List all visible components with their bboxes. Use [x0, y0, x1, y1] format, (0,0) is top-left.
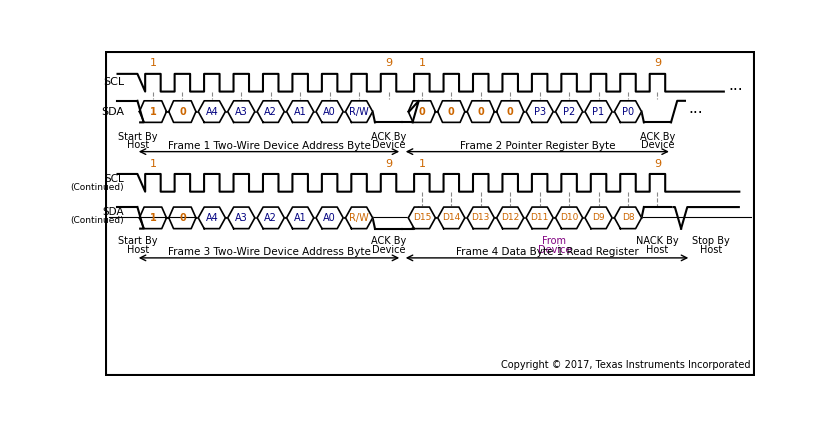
Polygon shape: [258, 207, 284, 228]
Polygon shape: [438, 207, 465, 228]
Text: NACK By: NACK By: [636, 236, 679, 246]
Text: 1: 1: [149, 213, 156, 223]
Text: D12: D12: [501, 213, 519, 222]
Text: A0: A0: [323, 213, 336, 223]
Text: R/W: R/W: [349, 107, 369, 117]
Text: 9: 9: [654, 159, 661, 169]
Text: D8: D8: [622, 213, 634, 222]
Text: ...: ...: [729, 78, 743, 93]
Text: D13: D13: [472, 213, 490, 222]
Polygon shape: [346, 101, 373, 122]
Text: 1: 1: [419, 58, 425, 69]
Text: 0: 0: [507, 107, 513, 117]
Polygon shape: [287, 207, 314, 228]
Text: Frame 1 Two-Wire Device Address Byte: Frame 1 Two-Wire Device Address Byte: [168, 141, 371, 151]
Text: ...: ...: [689, 101, 703, 116]
Text: (Continued): (Continued): [70, 217, 124, 225]
Polygon shape: [198, 207, 226, 228]
Text: 1: 1: [149, 58, 156, 69]
Text: Host: Host: [646, 245, 669, 255]
Polygon shape: [227, 101, 255, 122]
Polygon shape: [614, 207, 642, 228]
Text: 9: 9: [385, 58, 392, 69]
Text: 1: 1: [419, 159, 425, 169]
Text: Host: Host: [127, 245, 149, 255]
Text: 1: 1: [149, 107, 156, 117]
Polygon shape: [467, 207, 494, 228]
Text: Device: Device: [372, 245, 405, 255]
Text: 0: 0: [477, 107, 484, 117]
Polygon shape: [227, 207, 255, 228]
Polygon shape: [198, 101, 226, 122]
Polygon shape: [614, 101, 642, 122]
Text: 9: 9: [385, 159, 392, 169]
Text: Frame 3 Two-Wire Device Address Byte: Frame 3 Two-Wire Device Address Byte: [168, 247, 371, 257]
Text: Frame 2 Pointer Register Byte: Frame 2 Pointer Register Byte: [460, 141, 615, 151]
Polygon shape: [287, 101, 314, 122]
Polygon shape: [497, 207, 524, 228]
Text: Host: Host: [700, 245, 722, 255]
Text: A3: A3: [235, 213, 248, 223]
Text: SDA: SDA: [102, 107, 124, 117]
Polygon shape: [585, 207, 612, 228]
Text: Device: Device: [641, 140, 675, 150]
Text: A3: A3: [235, 107, 248, 117]
Polygon shape: [555, 101, 582, 122]
Text: ACK By: ACK By: [371, 132, 406, 142]
Text: Copyright © 2017, Texas Instruments Incorporated: Copyright © 2017, Texas Instruments Inco…: [501, 360, 750, 370]
Text: D9: D9: [592, 213, 605, 222]
Text: 0: 0: [448, 107, 455, 117]
Text: P2: P2: [563, 107, 576, 117]
Polygon shape: [526, 207, 553, 228]
Text: ACK By: ACK By: [640, 132, 675, 142]
Text: Stop By: Stop By: [692, 236, 730, 246]
Polygon shape: [316, 207, 343, 228]
Polygon shape: [526, 101, 553, 122]
Text: 1: 1: [149, 159, 156, 169]
Text: Device: Device: [372, 140, 405, 150]
Polygon shape: [585, 101, 612, 122]
Polygon shape: [258, 101, 284, 122]
Text: R/W: R/W: [349, 213, 369, 223]
Text: Start By: Start By: [118, 236, 158, 246]
Text: Device: Device: [538, 245, 571, 255]
Text: A4: A4: [206, 107, 218, 117]
Text: Start By: Start By: [118, 132, 158, 142]
Polygon shape: [555, 207, 582, 228]
Text: 0: 0: [419, 107, 425, 117]
Text: P0: P0: [622, 107, 634, 117]
Text: A2: A2: [264, 213, 277, 223]
Polygon shape: [346, 207, 373, 228]
Text: P1: P1: [592, 107, 605, 117]
Text: D14: D14: [442, 213, 461, 222]
Text: ACK By: ACK By: [371, 236, 406, 246]
Text: P3: P3: [534, 107, 545, 117]
Text: SCL: SCL: [103, 77, 124, 87]
Text: D10: D10: [560, 213, 578, 222]
Text: A4: A4: [206, 213, 218, 223]
Text: A1: A1: [294, 213, 306, 223]
Text: Host: Host: [127, 140, 149, 150]
Text: A0: A0: [323, 107, 336, 117]
Text: 0: 0: [179, 107, 185, 117]
Text: 0: 0: [179, 213, 185, 223]
Text: SDA: SDA: [102, 207, 124, 217]
Text: (Continued): (Continued): [70, 183, 124, 192]
Text: D11: D11: [530, 213, 549, 222]
Text: A2: A2: [264, 107, 277, 117]
Text: A1: A1: [294, 107, 306, 117]
Text: 9: 9: [654, 58, 661, 69]
Text: D15: D15: [413, 213, 431, 222]
Text: From: From: [542, 236, 566, 246]
Polygon shape: [316, 101, 343, 122]
Polygon shape: [409, 207, 435, 228]
Text: SCL: SCL: [105, 174, 124, 184]
Text: Frame 4 Data Byte 1 Read Register: Frame 4 Data Byte 1 Read Register: [456, 247, 638, 257]
